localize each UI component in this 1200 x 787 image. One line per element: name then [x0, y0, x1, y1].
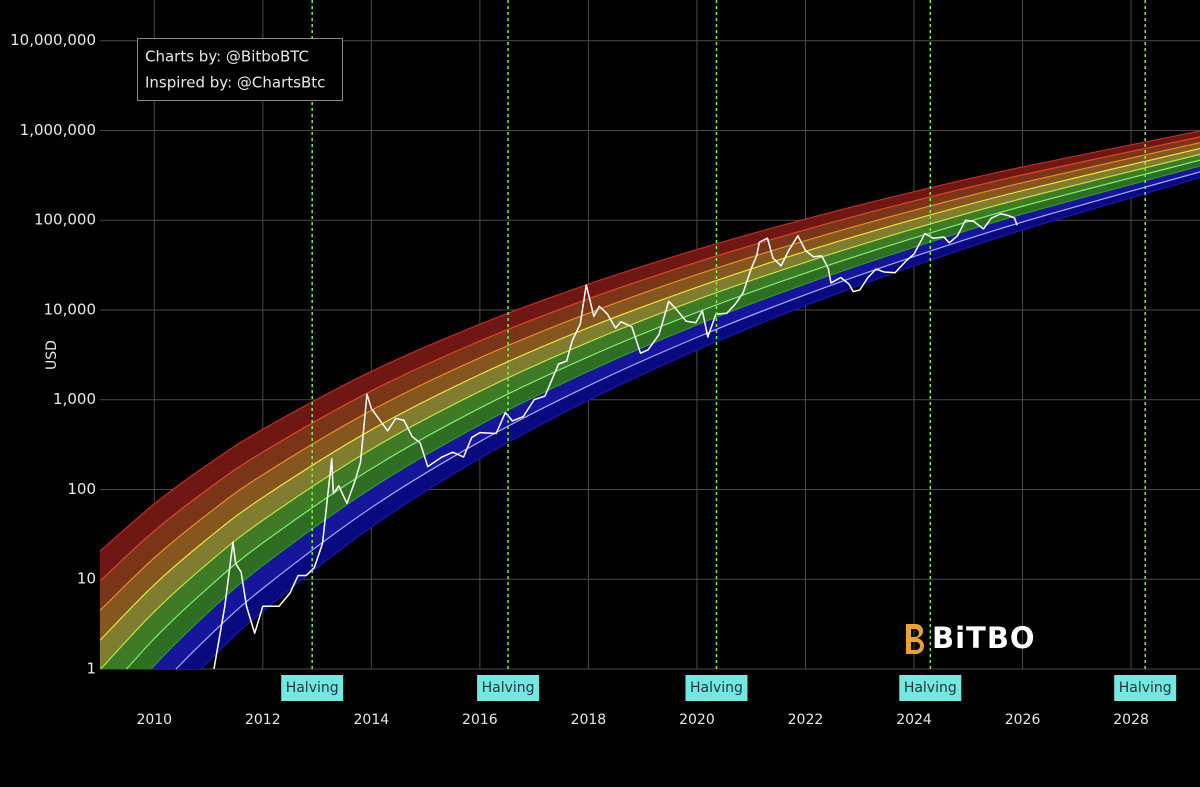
band-edge — [100, 136, 1200, 582]
x-tick-label: 2010 — [136, 712, 172, 728]
halving-label-box — [477, 675, 540, 701]
halving-label-box — [281, 675, 344, 701]
y-tick-label: 10 — [77, 570, 96, 588]
x-tick-label: 2016 — [462, 712, 498, 728]
halving-label: Halving — [286, 680, 339, 696]
credits-line: Inspired by: @ChartsBtc — [145, 74, 325, 92]
y-tick-label: 100 — [67, 480, 96, 498]
logo-icon — [906, 624, 924, 654]
x-tick-label: 2018 — [571, 712, 607, 728]
x-tick-label: 2020 — [679, 712, 715, 728]
halving-label: Halving — [1119, 680, 1172, 696]
x-tick-label: 2028 — [1113, 712, 1149, 728]
band-edge — [100, 130, 1200, 552]
credits-line: Charts by: @BitboBTC — [145, 48, 309, 66]
y-tick-label: 1,000,000 — [20, 121, 96, 139]
logo-text: BiTBO — [932, 621, 1036, 655]
y-tick-label: 1 — [86, 660, 96, 678]
halving-label-box — [899, 675, 962, 701]
x-tick-label: 2026 — [1005, 712, 1041, 728]
halving-label-box — [1114, 675, 1177, 701]
band-edge — [100, 142, 1200, 611]
halving-label: Halving — [482, 680, 535, 696]
y-tick-label: 10,000 — [44, 300, 97, 318]
band-edge — [100, 153, 1200, 669]
x-tick-label: 2014 — [354, 712, 390, 728]
x-tick-label: 2024 — [896, 712, 932, 728]
band-edge — [175, 171, 1200, 669]
y-tick-label: 100,000 — [34, 211, 96, 229]
x-tick-label: 2012 — [245, 712, 281, 728]
y-tick-label: 10,000,000 — [10, 31, 96, 49]
plot-area — [100, 130, 1200, 669]
band-edge — [125, 159, 1200, 669]
halving-label: Halving — [690, 680, 743, 696]
y-tick-label: 1,000 — [53, 390, 96, 408]
axes: 1 10 100 1,000 10,000 100,000 1,000,000 10,000,… — [10, 0, 1177, 728]
y-axis-title: USD — [44, 340, 60, 370]
x-tick-label: 2022 — [788, 712, 824, 728]
halving-label: Halving — [904, 680, 957, 696]
price-line — [213, 213, 1018, 669]
halving-label-box — [685, 675, 748, 701]
logo: BiTBO — [906, 621, 1036, 655]
credits-box — [137, 38, 343, 101]
band-edge — [200, 177, 1200, 669]
band-edge — [100, 147, 1200, 641]
band-edge — [150, 165, 1200, 669]
